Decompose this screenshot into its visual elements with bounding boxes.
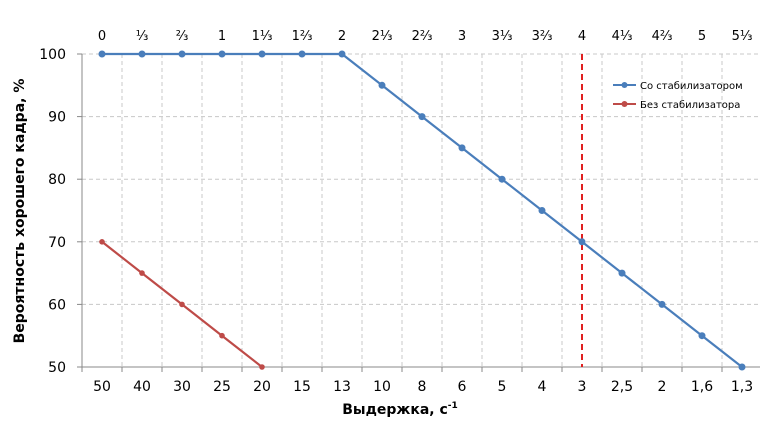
x-tick-label: 50 <box>93 379 111 395</box>
legend: Со стабилизатором Без стабилизатора <box>613 81 743 111</box>
y-tick-label: 80 <box>48 172 66 188</box>
data-point <box>498 175 506 183</box>
x-tick-label: 1,6 <box>691 379 713 395</box>
legend-marker <box>621 101 628 107</box>
top-tick-label: ⅔ <box>176 29 189 44</box>
legend-label: Без стабилизатора <box>640 100 740 111</box>
top-tick-label: 3⅓ <box>492 29 513 44</box>
data-point <box>259 364 265 370</box>
top-tick-label: 2⅔ <box>412 29 433 44</box>
y-axis-title: Вероятность хорошего кадра, % <box>12 79 28 344</box>
series-group <box>98 50 746 371</box>
top-tick-label: 1⅓ <box>252 29 273 44</box>
y-tick-label: 100 <box>39 47 66 63</box>
top-tick-label: 2⅓ <box>372 29 393 44</box>
x-tick-label: 13 <box>333 379 351 395</box>
x-tick-label: 1,3 <box>731 379 753 395</box>
x-tick-label: 8 <box>418 379 427 395</box>
data-point <box>738 363 746 371</box>
top-tick-label: 2 <box>338 29 346 44</box>
x-tick-label: 2 <box>658 379 667 395</box>
top-tick-label: 4⅓ <box>612 29 633 44</box>
data-point <box>378 81 386 89</box>
x-tick-label: 30 <box>173 379 191 395</box>
data-point <box>698 332 706 340</box>
top-tick-label: 0 <box>98 29 106 44</box>
data-point <box>139 270 145 276</box>
data-point <box>218 50 226 58</box>
x-tick-label: 5 <box>498 379 507 395</box>
y-tick-label: 70 <box>48 235 66 251</box>
data-point <box>418 113 426 121</box>
x-tick-label: 15 <box>293 379 311 395</box>
x-tick-label: 40 <box>133 379 151 395</box>
x-tick-labels: 50 40 30 25 20 15 13 10 8 6 5 4 3 2,5 2 1,6 1,3 <box>93 379 753 395</box>
top-tick-label: 4⅔ <box>652 29 673 44</box>
top-tick-label: 1 <box>218 29 226 44</box>
x-tick-label: 4 <box>538 379 547 395</box>
data-point <box>658 300 666 308</box>
top-tick-labels: 0 ⅓ ⅔ 1 1⅓ 1⅔ 2 2⅓ 2⅔ 3 3⅓ 3⅔ 4 4⅓ 4⅔ 5 5⅓ <box>98 29 753 44</box>
top-tick-label: 3 <box>458 29 466 44</box>
top-tick-label: 3⅔ <box>532 29 553 44</box>
x-tick-label: 25 <box>213 379 231 395</box>
x-axis-title: Выдержка, с-1 <box>342 401 458 418</box>
data-point <box>618 269 626 277</box>
y-tick-label: 50 <box>48 360 66 376</box>
data-point <box>458 144 466 152</box>
x-tick-label: 20 <box>253 379 271 395</box>
top-tick-label: 1⅔ <box>292 29 313 44</box>
data-point <box>219 332 225 339</box>
y-tick-labels: 50 60 70 80 90 100 <box>39 47 66 376</box>
data-point <box>298 50 306 58</box>
y-tick-label: 60 <box>48 297 66 313</box>
data-point <box>99 239 105 245</box>
legend-label: Со стабилизатором <box>640 81 743 92</box>
top-tick-label: 5 <box>698 29 706 44</box>
x-tick-label: 3 <box>578 379 587 395</box>
data-point <box>179 301 185 308</box>
legend-marker <box>621 82 628 88</box>
grid <box>77 53 760 372</box>
y-tick-label: 90 <box>48 110 66 126</box>
data-point <box>538 207 546 214</box>
data-point <box>338 50 346 58</box>
data-point <box>138 50 146 58</box>
data-point <box>178 50 186 58</box>
x-tick-label: 10 <box>373 379 391 395</box>
data-point <box>258 50 266 58</box>
top-tick-label: ⅓ <box>136 29 149 44</box>
top-tick-label: 4 <box>578 29 586 44</box>
top-tick-label: 5⅓ <box>732 29 753 44</box>
x-tick-label: 2,5 <box>611 379 633 395</box>
data-point <box>578 238 586 246</box>
data-point <box>98 50 106 58</box>
x-tick-label: 6 <box>458 379 467 395</box>
